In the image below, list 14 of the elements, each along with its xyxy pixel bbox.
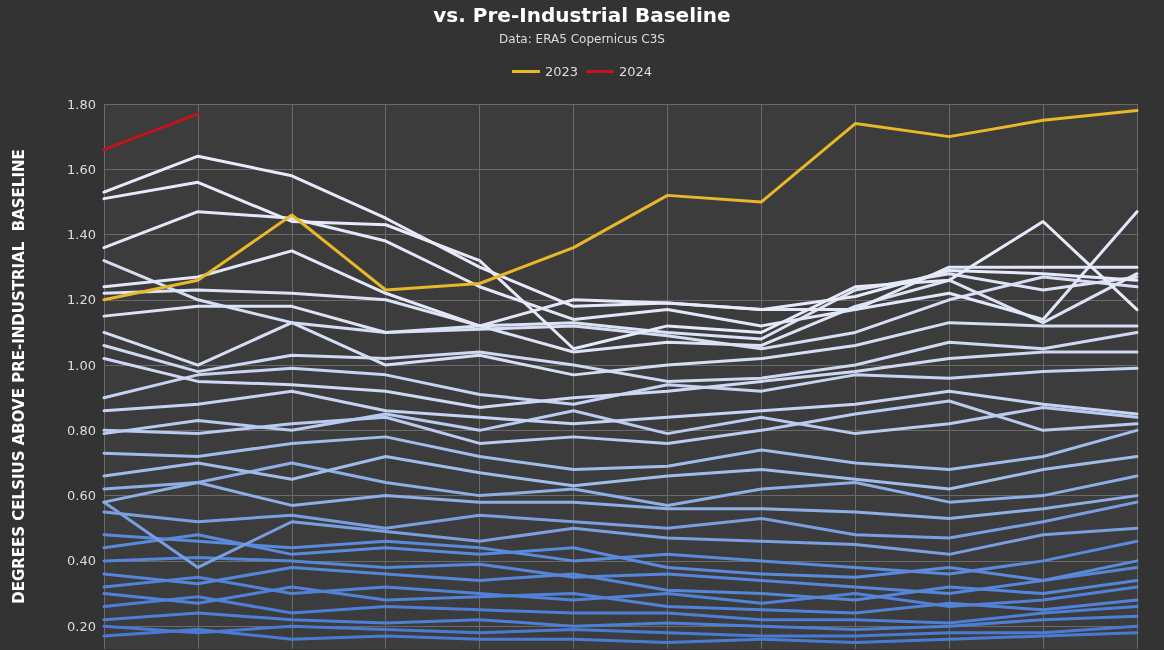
- y-tick-label: 1.60: [67, 161, 96, 177]
- y-tick-label: 0.40: [67, 553, 96, 569]
- y-tick-label: 0.60: [67, 488, 96, 504]
- y-tick-label: 0.80: [67, 422, 96, 438]
- y-axis-title: DEGREES CELSIUS ABOVE PRE-INDUSTRIAL BASELINE: [9, 149, 28, 604]
- y-tick-label: 0.20: [67, 618, 96, 634]
- legend-label: 2023: [544, 64, 579, 79]
- y-tick-label: 1.40: [67, 227, 96, 243]
- chart-subtitle: Data: ERA5 Copernicus C3S: [499, 32, 665, 46]
- legend-label: 2024: [619, 64, 653, 79]
- y-tick-label: 1.00: [67, 357, 96, 373]
- y-tick-label: 1.20: [67, 292, 96, 308]
- y-tick-label: 1.80: [67, 96, 96, 112]
- chart-title: vs. Pre-Industrial Baseline: [433, 3, 731, 27]
